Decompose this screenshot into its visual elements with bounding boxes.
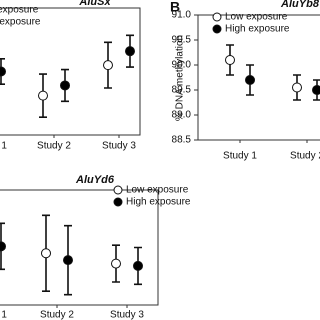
legend-label: Low exposure (126, 185, 189, 196)
data-point (60, 80, 70, 91)
legend-label: High exposure (126, 197, 191, 208)
y-tick-label: 91.0 (172, 10, 192, 21)
x-tick-label: Study 2 (37, 141, 71, 152)
panel-label: B (170, 0, 180, 15)
plot-frame (197, 14, 320, 141)
data-point (38, 90, 48, 101)
data-point (125, 46, 135, 57)
data-point (225, 55, 235, 65)
data-point (103, 60, 113, 71)
data-point (0, 241, 6, 252)
data-point (111, 258, 121, 269)
x-tick-label: Study 3 (110, 310, 144, 320)
legend-label: Low exposure (0, 5, 39, 16)
data-point (292, 82, 302, 93)
legend-marker (113, 197, 123, 207)
data-point (63, 255, 73, 266)
legend-marker (113, 185, 123, 195)
y-tick-label: 90.0 (172, 60, 192, 71)
y-tick-label: 89.0 (172, 110, 192, 121)
chart-title: AluSx (78, 0, 111, 8)
data-point (133, 260, 143, 271)
plot-frame (0, 189, 159, 306)
data-point (0, 66, 6, 77)
data-point (245, 75, 255, 85)
data-point (41, 248, 51, 259)
legend-label: High exposure (225, 24, 290, 35)
legend-marker (212, 24, 222, 34)
y-tick-label: 90.5 (172, 35, 192, 46)
x-tick-label: Study 3 (102, 141, 136, 152)
data-point (312, 85, 320, 95)
x-tick-label: Study 1 (0, 141, 7, 152)
legend-label: High exposure (0, 17, 41, 28)
chart-title: AluYd6 (75, 174, 115, 186)
x-tick-label: Study 1 (223, 151, 257, 162)
chart-title: AluYb8 (280, 0, 320, 10)
x-tick-label: Study 1 (0, 310, 7, 320)
y-tick-label: 88.5 (172, 135, 192, 146)
x-tick-label: Study 2 (290, 151, 320, 162)
y-tick-label: 89.5 (172, 85, 192, 96)
y-axis-title: % DNA methylation (175, 35, 186, 121)
legend-marker (212, 12, 222, 22)
plot-frame (0, 7, 141, 136)
legend-label: Low exposure (225, 12, 288, 23)
x-tick-label: Study 2 (40, 310, 74, 320)
